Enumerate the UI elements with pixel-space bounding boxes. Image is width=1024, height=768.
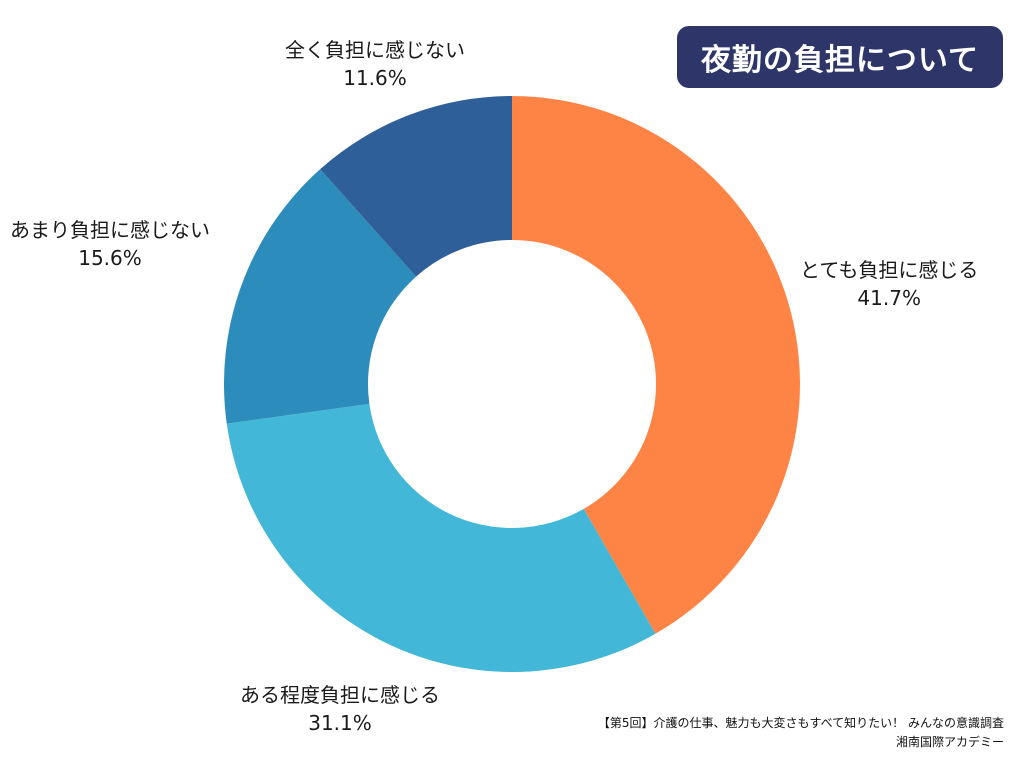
source-title: 【第5回】介護の仕事、魅力も大変さもすべて知りたい！ みんなの意識調査 [597, 716, 1004, 730]
slice-category-1: ある程度負担に感じる [240, 683, 440, 707]
slice-value-0: 41.7% [857, 286, 921, 310]
slice-value-3: 11.6% [343, 66, 407, 90]
source-publisher: 湘南国際アカデミー [895, 735, 1004, 749]
slice-value-2: 15.6% [78, 246, 142, 270]
slice-label-1: ある程度負担に感じる 31.1% [240, 681, 440, 737]
donut-slice-3 [320, 96, 512, 277]
donut-slice-0 [512, 96, 801, 634]
donut-slice-1 [226, 403, 656, 672]
slice-category-2: あまり負担に感じない [10, 218, 210, 242]
slice-label-0: とても負担に感じる 41.7% [800, 256, 978, 312]
slice-value-1: 31.1% [308, 711, 372, 735]
slice-label-2: あまり負担に感じない 15.6% [10, 216, 210, 272]
donut-slice-2 [224, 169, 417, 424]
slice-label-3: 全く負担に感じない 11.6% [285, 36, 465, 92]
chart-title: 夜勤の負担について [677, 26, 1003, 88]
slice-category-0: とても負担に感じる [800, 258, 979, 282]
slice-category-3: 全く負担に感じない [285, 38, 465, 62]
source-note: 【第5回】介護の仕事、魅力も大変さもすべて知りたい！ みんなの意識調査 湘南国際… [598, 714, 1004, 752]
